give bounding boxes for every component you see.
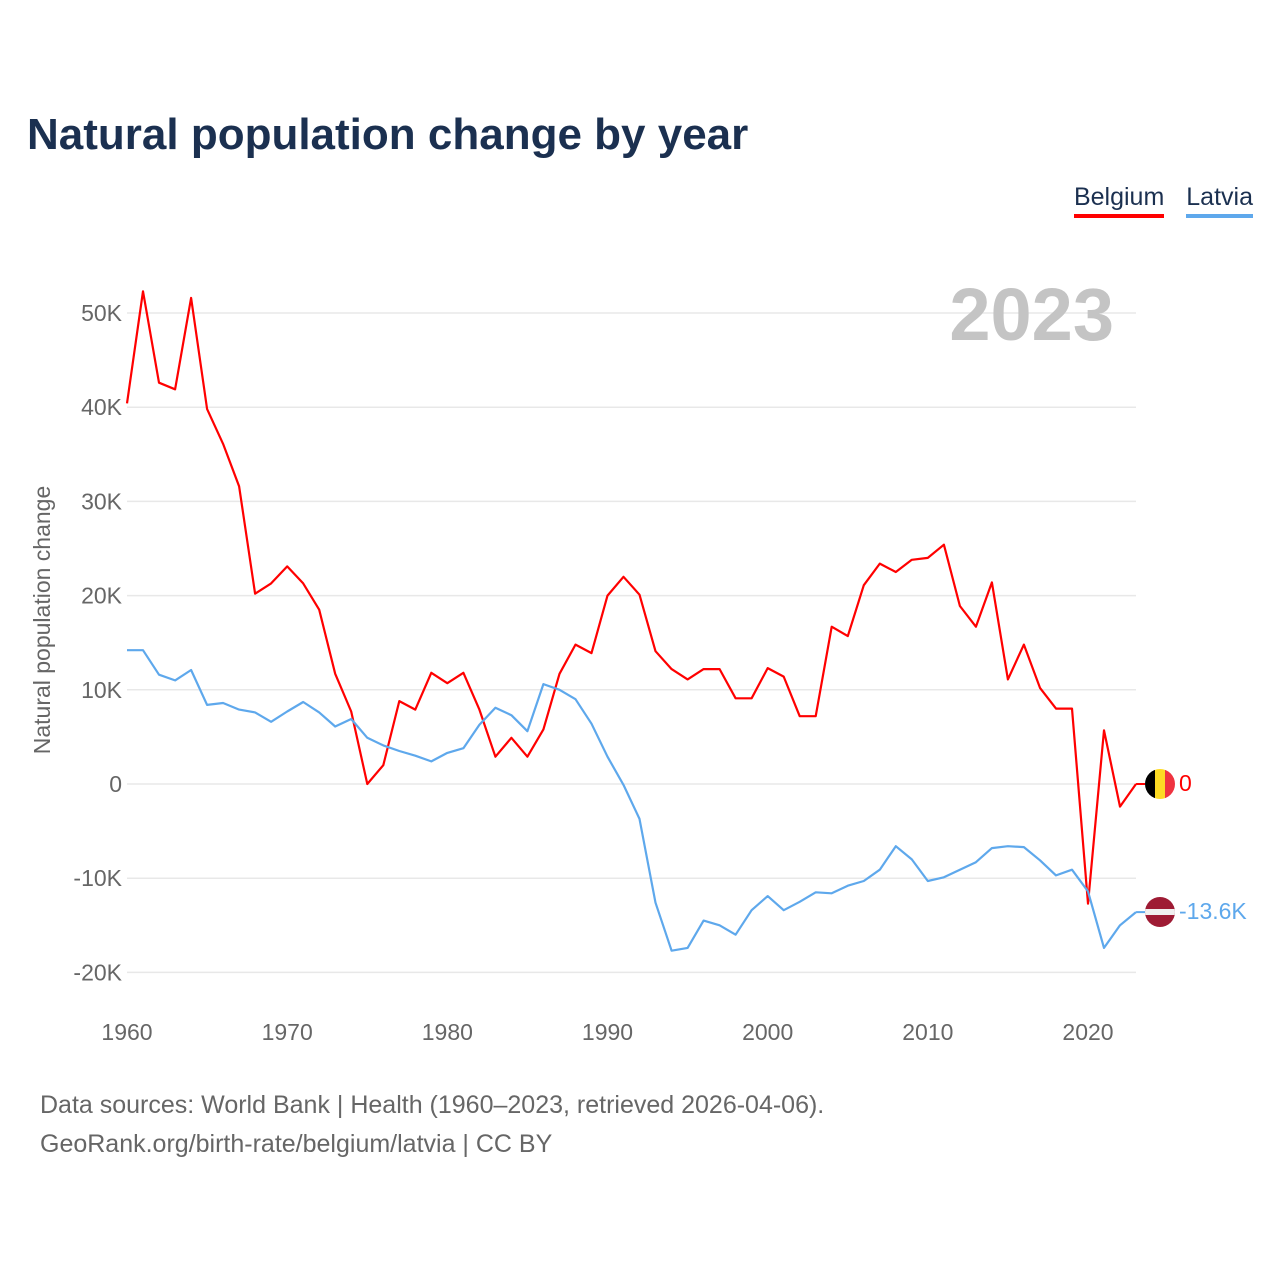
x-tick-label: 2020 xyxy=(1062,1019,1113,1045)
x-tick-label: 2000 xyxy=(742,1019,793,1045)
y-axis-label: Natural population change xyxy=(29,486,55,755)
x-tick-label: 2010 xyxy=(902,1019,953,1045)
data-source-note: Data sources: World Bank | Health (1960–… xyxy=(40,1091,825,1119)
chart-title: Natural population change by year xyxy=(27,110,749,159)
y-tick-label: 30K xyxy=(81,488,123,514)
legend-item-belgium[interactable]: Belgium xyxy=(1073,183,1165,218)
belgium-end-value: 0 xyxy=(1179,770,1192,796)
y-tick-label: -20K xyxy=(73,959,122,985)
year-watermark: 2023 xyxy=(949,273,1114,356)
x-tick-label: 1960 xyxy=(101,1019,152,1045)
line-chart: -20K -10K 0 10K 20K 30K 40K 50K 1960 1970 1980 1990… xyxy=(29,273,1247,1045)
latvia-end-value: -13.6K xyxy=(1179,898,1247,924)
y-tick-label: 50K xyxy=(81,300,123,326)
x-tick-label: 1980 xyxy=(422,1019,473,1045)
source-link[interactable]: GeoRank.org/birth-rate/belgium/latvia | … xyxy=(40,1130,553,1158)
y-tick-label: 20K xyxy=(81,583,123,609)
y-tick-label: 10K xyxy=(81,677,123,703)
belgium-end-marker: 0 xyxy=(1145,769,1192,799)
belgium-flag-icon xyxy=(1145,769,1175,799)
x-tick-label: 1970 xyxy=(262,1019,313,1045)
latvia-flag-icon xyxy=(1145,897,1175,927)
legend-item-latvia[interactable]: Latvia xyxy=(1186,183,1253,218)
series-line-belgium xyxy=(125,290,1137,905)
x-tick-label: 1990 xyxy=(582,1019,633,1045)
series-line-latvia xyxy=(127,649,1137,952)
y-tick-label: -10K xyxy=(73,865,122,891)
y-tick-label: 40K xyxy=(81,394,123,420)
footer: Data sources: World Bank | Health (1960–… xyxy=(40,1086,824,1164)
y-tick-label: 0 xyxy=(109,771,122,797)
legend: Belgium Latvia xyxy=(1073,183,1253,218)
latvia-end-marker: -13.6K xyxy=(1145,897,1247,927)
